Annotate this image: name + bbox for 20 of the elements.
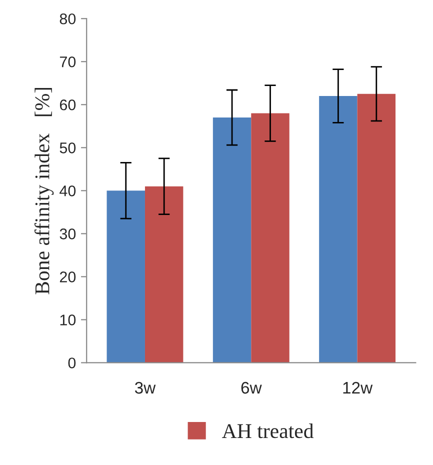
bar bbox=[106, 190, 145, 363]
y-tick-label: 30 bbox=[60, 228, 76, 240]
x-tick-label: 12w bbox=[343, 382, 373, 394]
legend-label: AH treated bbox=[222, 423, 314, 438]
y-tick-label: 70 bbox=[60, 56, 76, 68]
x-tick-label: 6w bbox=[241, 382, 262, 394]
y-tick-label: 80 bbox=[60, 13, 76, 24]
y-tick-label: 40 bbox=[60, 186, 76, 196]
x-tick-label: 3w bbox=[134, 382, 156, 394]
y-tick-label: 0 bbox=[68, 358, 76, 368]
bar bbox=[251, 113, 290, 363]
y-tick-label: 60 bbox=[60, 99, 76, 110]
y-axis-title: Bone affinity index [%] bbox=[34, 88, 54, 294]
bar bbox=[144, 186, 184, 363]
bar bbox=[212, 118, 252, 363]
bar bbox=[319, 96, 358, 363]
y-tick-label: 50 bbox=[60, 142, 76, 154]
y-tick-label: 10 bbox=[60, 314, 76, 326]
y-tick-label: 20 bbox=[60, 272, 76, 282]
bar bbox=[357, 94, 396, 363]
